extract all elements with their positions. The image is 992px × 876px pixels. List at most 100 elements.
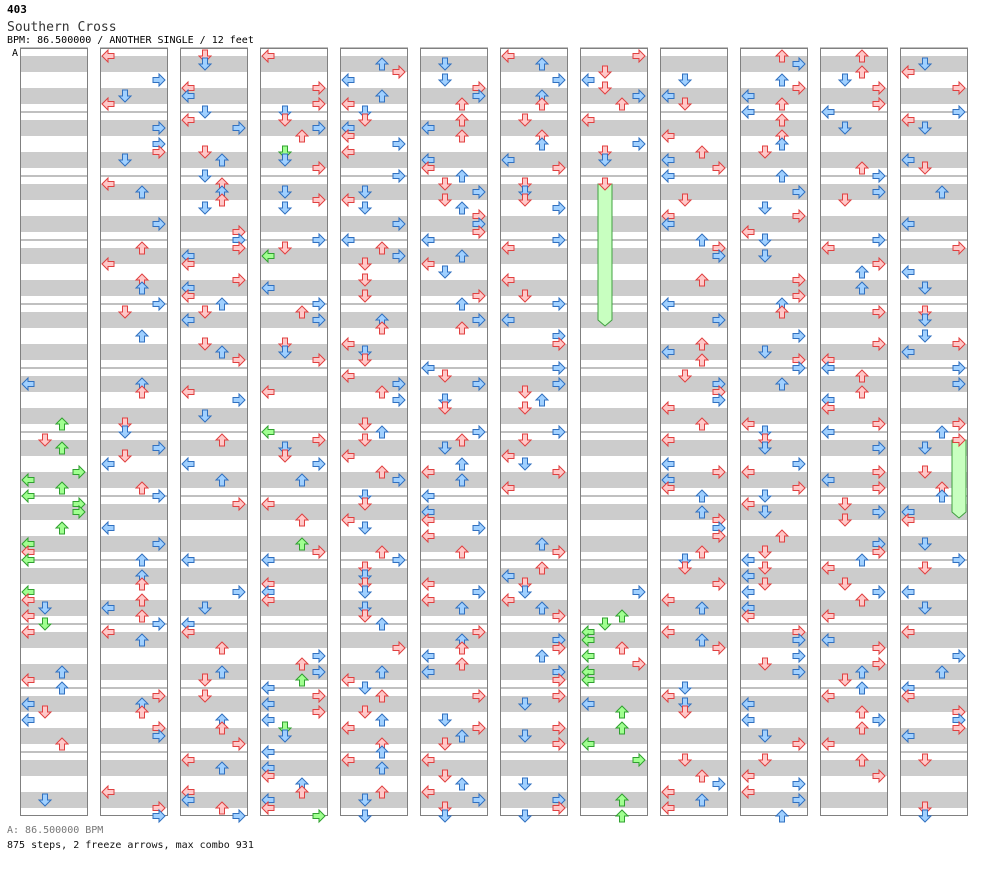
step-arrow-icon <box>374 241 390 255</box>
beat-band <box>740 184 808 200</box>
step-arrow-icon <box>472 720 486 736</box>
step-arrow-icon <box>261 552 275 568</box>
step-arrow-icon <box>472 792 486 808</box>
step-arrow-icon <box>694 601 710 615</box>
beat-band <box>900 56 968 72</box>
step-arrow-icon <box>312 456 326 472</box>
step-arrow-icon <box>261 384 275 400</box>
step-arrow-icon <box>261 424 275 440</box>
beat-band <box>180 312 248 328</box>
step-arrow-icon <box>152 616 166 632</box>
beat-band <box>820 568 888 584</box>
step-arrow-icon <box>421 360 435 376</box>
step-arrow-icon <box>472 424 486 440</box>
step-arrow-icon <box>552 464 566 480</box>
beat-band <box>260 312 328 328</box>
step-arrow-icon <box>872 304 886 320</box>
step-arrow-icon <box>757 345 773 359</box>
step-arrow-icon <box>312 160 326 176</box>
beat-band <box>180 568 248 584</box>
step-arrow-icon <box>661 216 675 232</box>
beat-band <box>900 568 968 584</box>
step-arrow-icon <box>21 592 35 608</box>
beat-band <box>260 696 328 712</box>
beat-band <box>100 568 168 584</box>
step-arrow-icon <box>454 433 470 447</box>
beat-band <box>340 440 408 456</box>
step-arrow-icon <box>181 288 195 304</box>
step-arrow-icon <box>21 472 35 488</box>
step-arrow-icon <box>501 272 515 288</box>
column-border <box>20 48 88 816</box>
step-arrow-icon <box>152 688 166 704</box>
step-arrow-icon <box>197 169 213 183</box>
beat-band <box>820 376 888 392</box>
chart-column <box>740 47 808 816</box>
step-arrow-icon <box>232 272 246 288</box>
beat-band <box>180 152 248 168</box>
beat-band <box>180 248 248 264</box>
step-arrow-icon <box>821 560 835 576</box>
beat-band <box>260 120 328 136</box>
step-arrow-icon <box>454 657 470 671</box>
step-arrow-icon <box>774 377 790 391</box>
beat-band <box>420 152 488 168</box>
step-arrow-icon <box>661 88 675 104</box>
step-arrow-icon <box>181 312 195 328</box>
step-arrow-icon <box>661 168 675 184</box>
step-arrow-icon <box>917 161 933 175</box>
step-arrow-icon <box>917 313 933 327</box>
step-arrow-icon <box>581 72 595 88</box>
beat-band <box>260 472 328 488</box>
beat-band <box>20 280 88 296</box>
step-arrow-icon <box>421 160 435 176</box>
beat-band <box>740 760 808 776</box>
beat-band <box>580 728 648 744</box>
step-arrow-icon <box>134 281 150 295</box>
step-arrow-icon <box>552 336 566 352</box>
step-arrow-icon <box>261 696 275 712</box>
step-arrow-icon <box>501 480 515 496</box>
step-arrow-icon <box>854 265 870 279</box>
step-arrow-icon <box>677 97 693 111</box>
beat-band <box>900 600 968 616</box>
step-arrow-icon <box>437 809 453 823</box>
step-arrow-icon <box>872 544 886 560</box>
step-arrow-icon <box>757 249 773 263</box>
beat-band <box>500 312 568 328</box>
song-title: Southern Cross <box>7 20 117 35</box>
beat-band <box>180 344 248 360</box>
step-arrow-icon <box>261 496 275 512</box>
beat-band <box>180 504 248 520</box>
beat-band <box>180 184 248 200</box>
beat-band <box>340 184 408 200</box>
beat-band <box>580 536 648 552</box>
step-arrow-icon <box>472 688 486 704</box>
beat-band <box>900 280 968 296</box>
step-arrow-icon <box>341 512 355 528</box>
beat-band <box>180 632 248 648</box>
step-arrow-icon <box>792 56 806 72</box>
step-arrow-icon <box>552 544 566 560</box>
step-arrow-icon <box>694 545 710 559</box>
step-arrow-icon <box>792 776 806 792</box>
step-arrow-icon <box>901 112 915 128</box>
beat-band <box>820 536 888 552</box>
step-arrow-icon <box>552 672 566 688</box>
step-arrow-icon <box>534 649 550 663</box>
step-arrow-icon <box>917 809 933 823</box>
column-border <box>740 48 808 816</box>
step-arrow-icon <box>294 785 310 799</box>
column-border <box>340 48 408 816</box>
step-arrow-icon <box>854 385 870 399</box>
beat-band <box>260 728 328 744</box>
step-arrow-icon <box>261 248 275 264</box>
beat-band <box>660 408 728 424</box>
step-arrow-icon <box>312 312 326 328</box>
beat-band <box>100 536 168 552</box>
step-arrow-icon <box>374 57 390 71</box>
step-arrow-icon <box>357 185 373 199</box>
step-arrow-icon <box>677 753 693 767</box>
step-arrow-icon <box>632 48 646 64</box>
step-arrow-icon <box>374 785 390 799</box>
